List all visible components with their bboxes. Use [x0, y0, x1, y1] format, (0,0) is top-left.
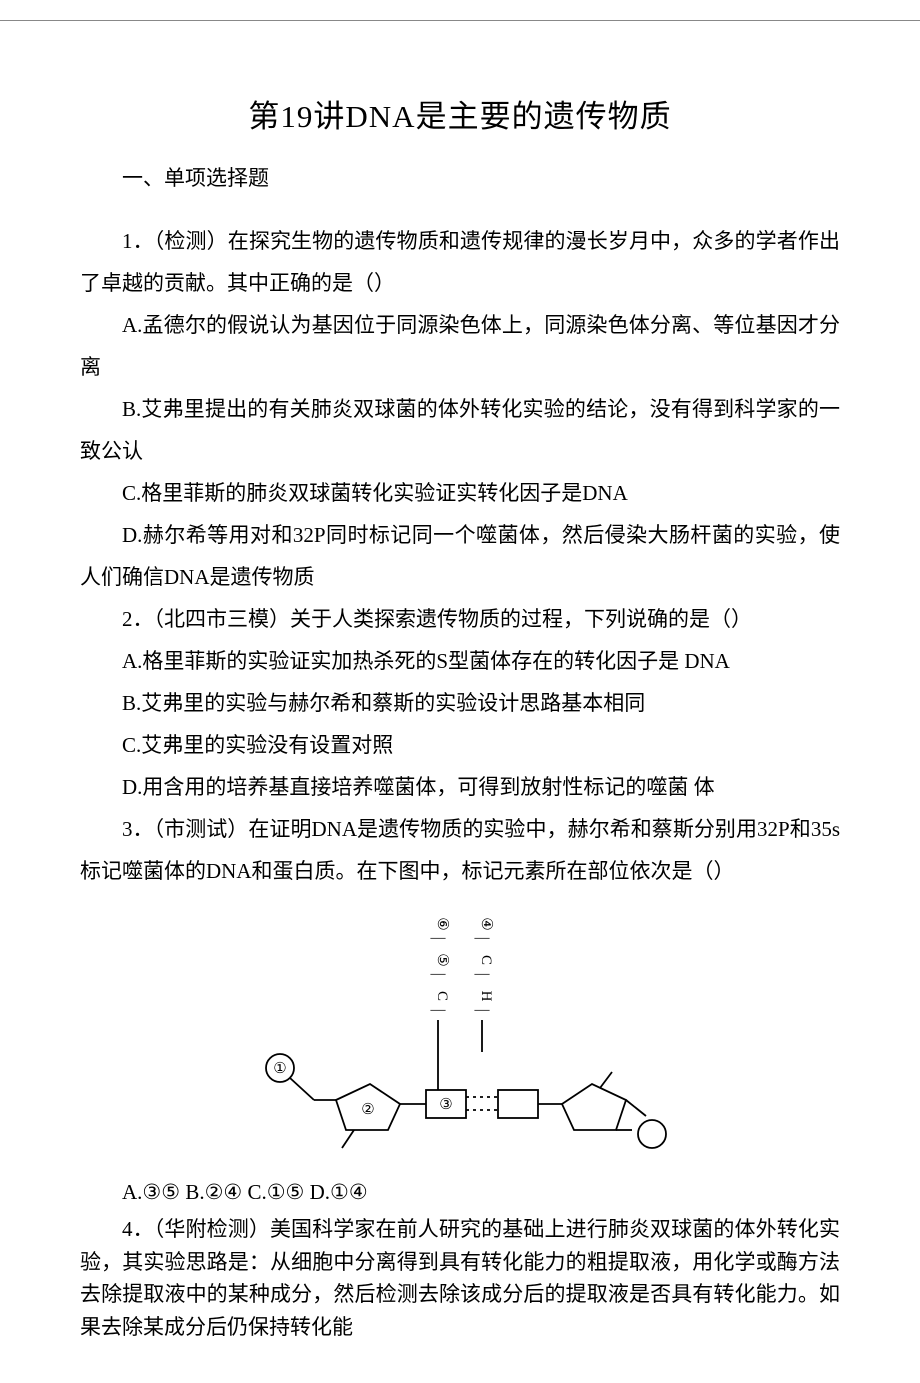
vert-left-mid: ⑤	[434, 953, 450, 966]
label-3: ③	[439, 1097, 452, 1113]
q3-stem: 3．（市测试）在证明DNA是遗传物质的实验中，赫尔希和蔡斯分别用32P和35s标…	[80, 808, 840, 892]
svg-text:—: —	[430, 966, 447, 982]
q1-opt-b: B.艾弗里提出的有关肺炎双球菌的体外转化实验的结论，没有得到科学家的一致公认	[80, 388, 840, 472]
vertical-right-stack: ④ — C — H —	[474, 917, 495, 1018]
lecture-title: 第19讲DNA是主要的遗传物质	[80, 91, 840, 136]
svg-text:—: —	[474, 1002, 491, 1018]
svg-text:—: —	[430, 1002, 447, 1018]
q2-opt-a: A.格里菲斯的实验证实加热杀死的S型菌体存在的转化因子是 DNA	[80, 640, 840, 682]
svg-text:—: —	[474, 966, 491, 982]
q4-stem: 4．（华附检测）美国科学家在前人研究的基础上进行肺炎双球菌的体外转化实验，其实验…	[80, 1213, 840, 1343]
q1-opt-a: A.孟德尔的假说认为基因位于同源染色体上，同源染色体分离、等位基因才分离	[80, 304, 840, 388]
dna-structure-figure: ⑥ — ⑤ — C — ④ — C — H — ①	[80, 902, 840, 1167]
nucleotide-chain: ① ② ③	[266, 1020, 666, 1148]
label-1: ①	[273, 1061, 286, 1077]
vert-left-top: ⑥	[434, 917, 450, 930]
q2-stem: 2．（北四市三模）关于人类探索遗传物质的过程，下列说确的是（）	[80, 598, 840, 640]
page: 第19讲DNA是主要的遗传物质 一、单项选择题 1．（检测）在探究生物的遗传物质…	[0, 20, 920, 1383]
svg-text:—: —	[474, 930, 491, 946]
q1-opt-d: D.赫尔希等用对和32P同时标记同一个噬菌体，然后侵染大肠杆菌的实验，使人们确信…	[80, 514, 840, 598]
q2-opt-b: B.艾弗里的实验与赫尔希和蔡斯的实验设计思路基本相同	[80, 682, 840, 724]
q1-opt-c: C.格里菲斯的肺炎双球菌转化实验证实转化因子是DNA	[80, 472, 840, 514]
label-2: ②	[361, 1102, 374, 1118]
vert-right-mid: C	[478, 955, 494, 965]
q4-block: 4．（华附检测）美国科学家在前人研究的基础上进行肺炎双球菌的体外转化实验，其实验…	[80, 1213, 840, 1343]
vert-right-bot: H	[478, 991, 494, 1002]
vert-left-bot: C	[434, 991, 450, 1001]
q2-opt-d: D.用含用的培养基直接培养噬菌体，可得到放射性标记的噬菌 体	[80, 766, 840, 808]
section-heading: 一、单项选择题	[80, 157, 840, 199]
q2-opt-c: C.艾弗里的实验没有设置对照	[80, 724, 840, 766]
q1-stem: 1．（检测）在探究生物的遗传物质和遗传规律的漫长岁月中，众多的学者作出了卓越的贡…	[80, 220, 840, 304]
svg-text:—: —	[430, 930, 447, 946]
q3-options: A.③⑤ B.②④ C.①⑤ D.①④	[80, 1171, 840, 1213]
dna-diagram-svg: ⑥ — ⑤ — C — ④ — C — H — ①	[250, 902, 670, 1162]
vert-right-top: ④	[478, 917, 494, 930]
vertical-left-stack: ⑥ — ⑤ — C —	[430, 917, 451, 1018]
